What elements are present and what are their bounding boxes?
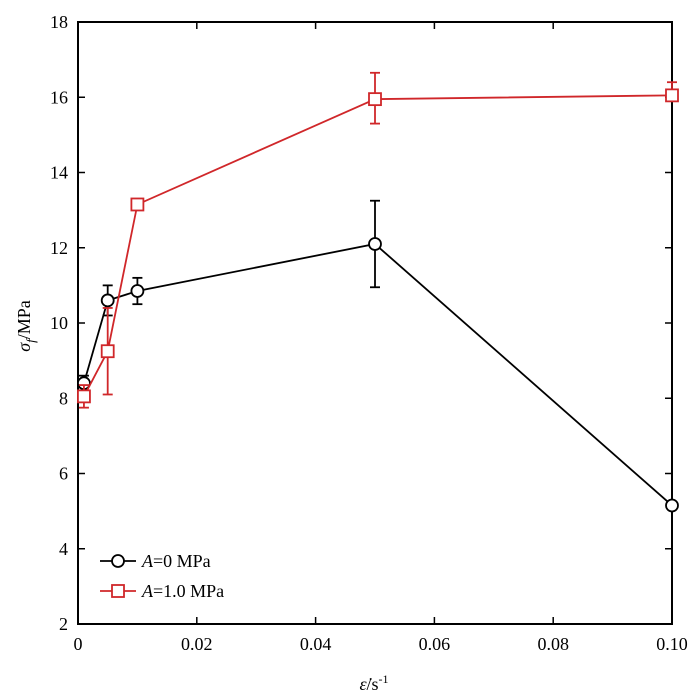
y-axis-symbol: σ [14,342,34,352]
legend-label-value: =1.0 MPa [153,581,224,601]
x-axis-unit: /s [367,674,379,694]
legend-label-value: =0 MPa [153,551,211,571]
plot-layer: 0 0.02 0.04 0.06 0.08 0.10 2 4 6 8 10 12 14 16 18 [50,12,688,654]
x-axis-title: ε̇/s-1 [359,672,388,694]
x-tick-label: 0.08 [537,634,569,654]
y-tick-label: 10 [50,313,68,333]
y-tick-label: 14 [50,163,68,183]
y-axis-unit: /MPa [14,300,34,339]
data-point [77,389,91,404]
data-point [130,197,145,212]
x-tick-label: 0.10 [656,634,688,654]
data-point [368,92,382,107]
series-1 [77,199,679,513]
series-2 [77,71,679,409]
y-axis-title: σf/MPa [14,300,38,352]
y-axis-symbol-subscript: f [23,337,38,343]
y-tick-label: 6 [59,464,68,484]
y-tick-label: 8 [59,388,68,408]
x-tick-label: 0.02 [181,634,213,654]
legend-item: A=0 MPa [100,551,211,571]
legend-label: A=0 MPa [141,551,211,571]
x-tick-label: 0.04 [300,634,332,654]
y-tick-label: 4 [59,539,68,559]
x-tick-label: 0.06 [419,634,451,654]
data-point [100,293,115,308]
legend-marker [111,554,125,568]
legend-marker [111,584,125,598]
y-tick-label: 16 [50,87,68,107]
legend-label: A=1.0 MPa [141,581,224,601]
series-line [83,243,673,507]
legend-item: A=1.0 MPa [100,581,224,601]
data-point [665,88,679,103]
data-point [100,344,115,359]
svg-text:σf/MPa: σf/MPa [14,300,38,352]
legend-label-variable: A [141,551,154,571]
x-axis-unit-exponent: -1 [379,672,389,686]
svg-text:ε̇/s-1: ε̇/s-1 [359,672,388,694]
data-point [665,498,679,513]
y-tick-label: 12 [50,238,68,258]
x-tick-label: 0 [74,634,83,654]
data-point [368,237,382,251]
y-tick-label: 18 [50,12,68,32]
legend-label-variable: A [141,581,154,601]
y-tick-label: 2 [59,614,68,634]
data-point [130,284,145,298]
